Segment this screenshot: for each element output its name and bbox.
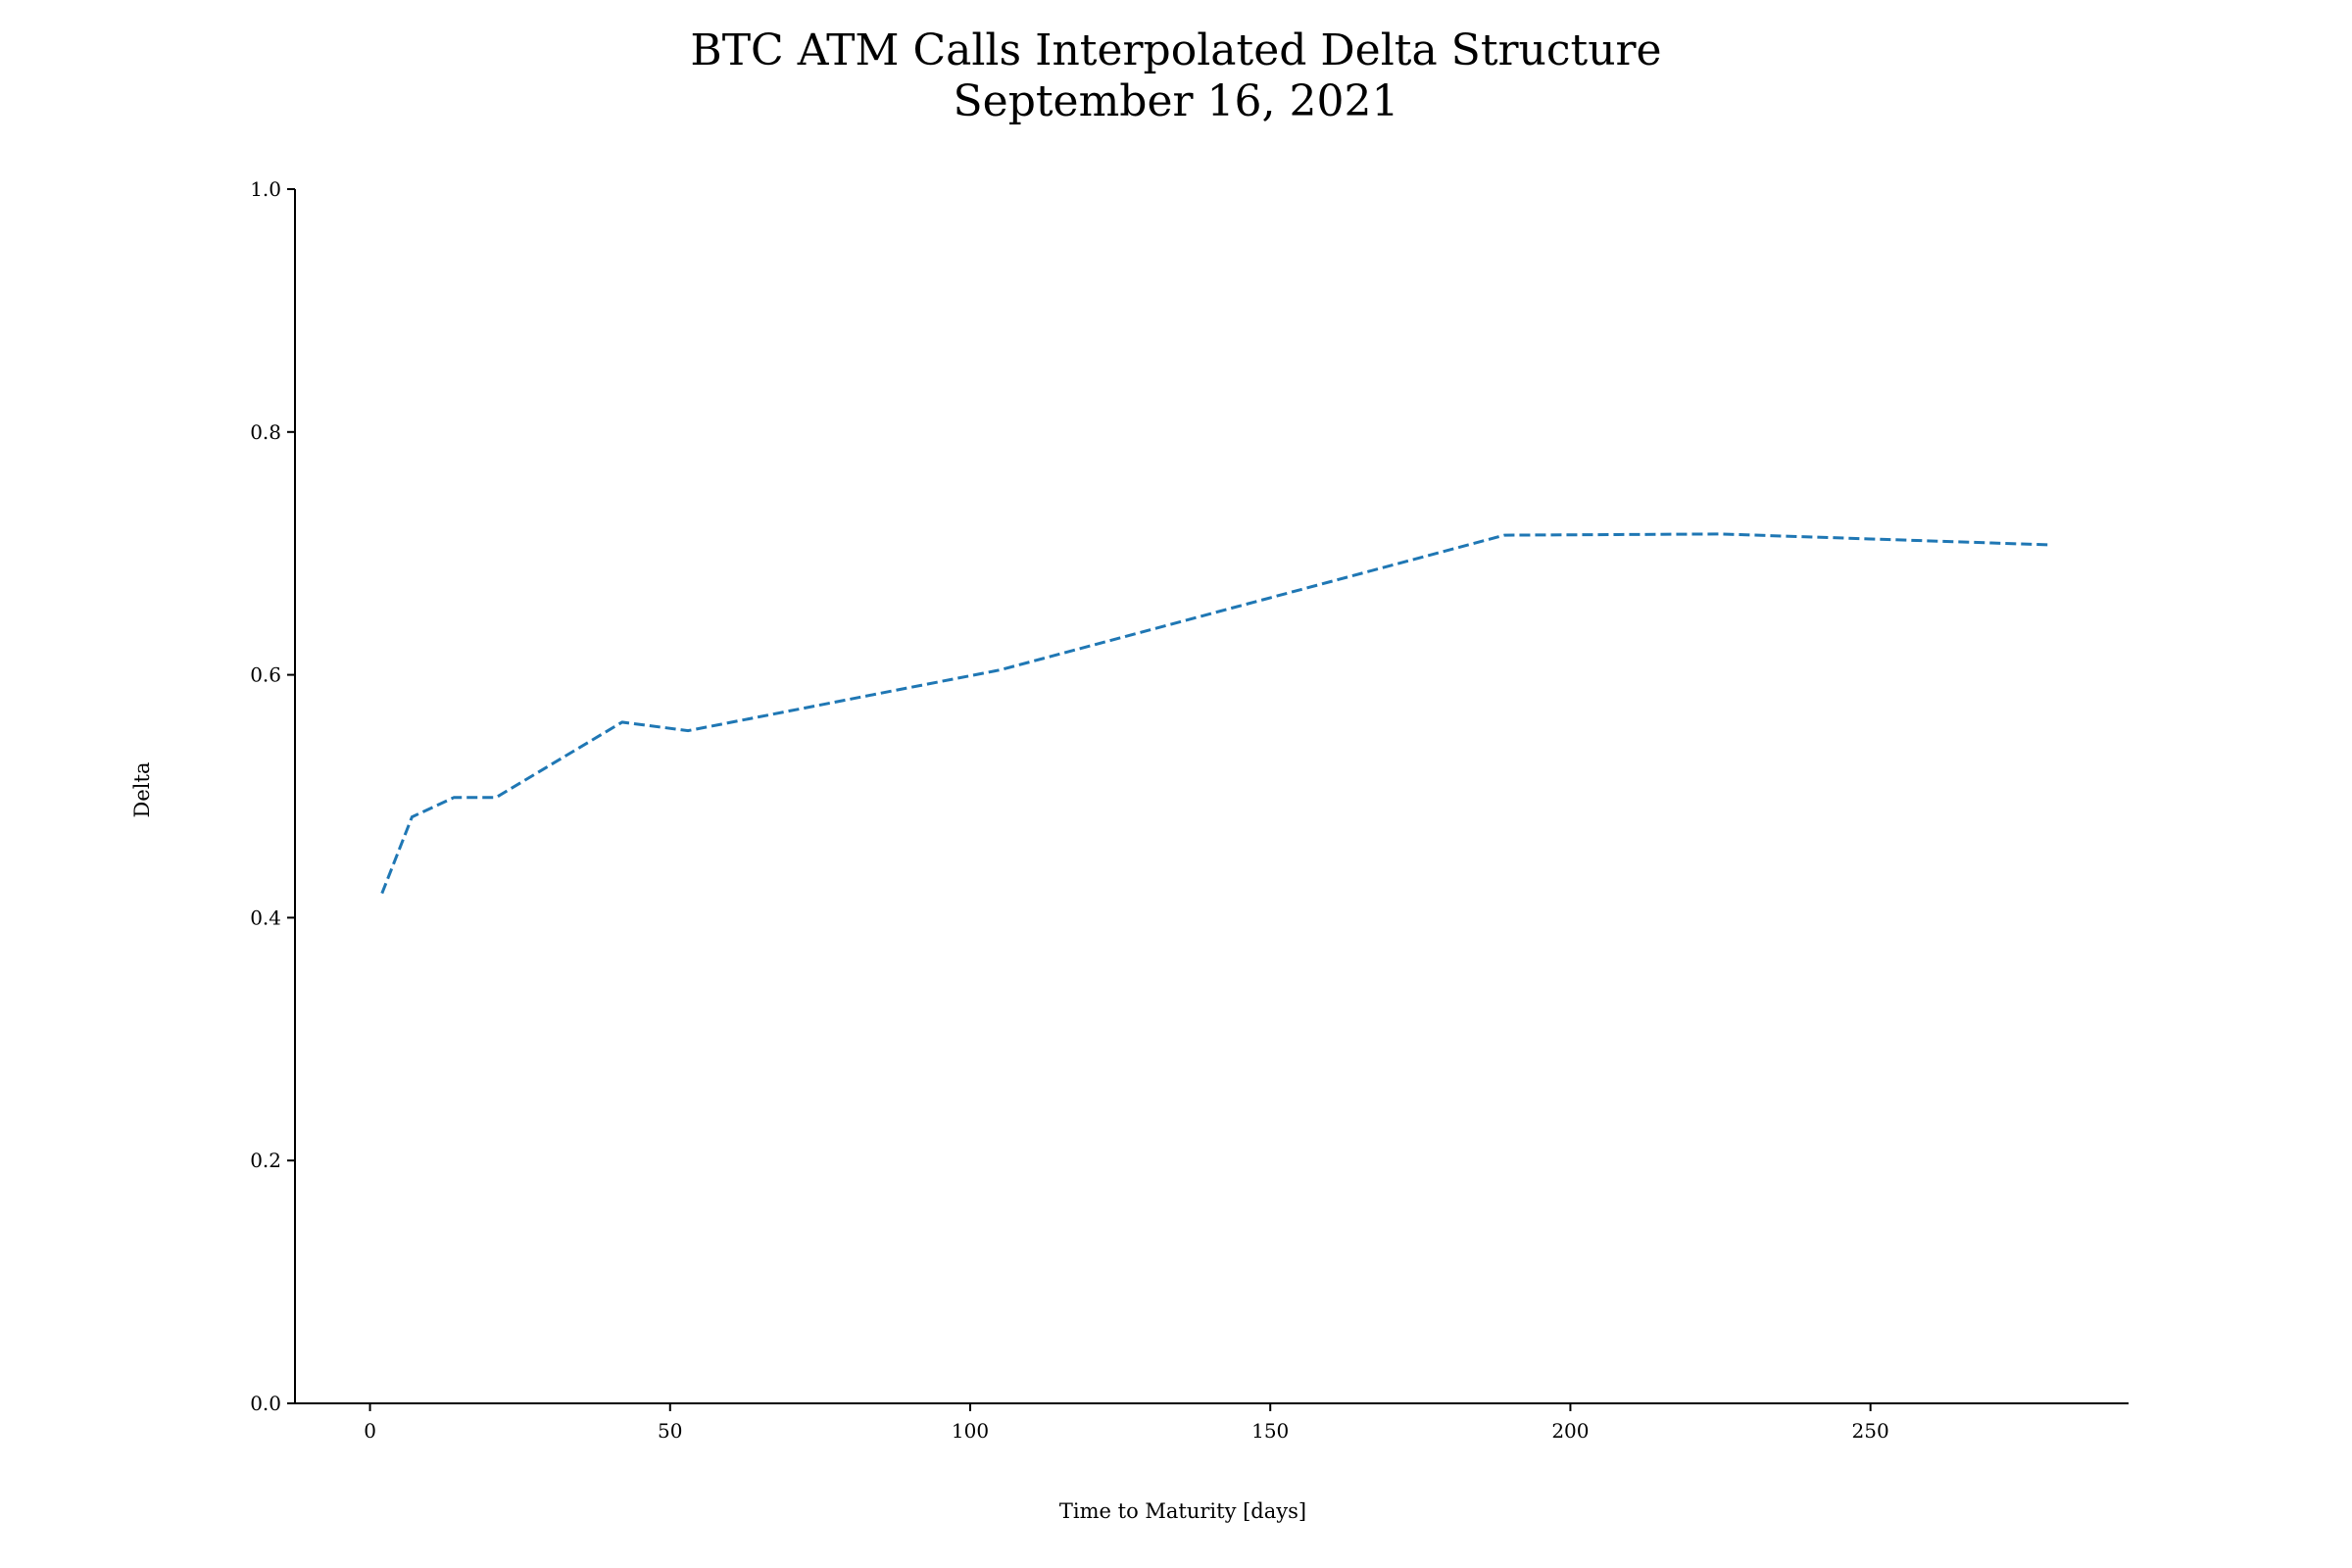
y-tick-label: 0.6 xyxy=(250,663,281,687)
series-line xyxy=(380,532,2051,895)
y-axis-label: Delta xyxy=(130,762,154,818)
y-tick-label: 0.0 xyxy=(250,1392,281,1415)
x-tick-label: 150 xyxy=(1251,1419,1289,1443)
x-axis-label: Time to Maturity [days] xyxy=(1059,1499,1306,1523)
y-tick-label: 0.2 xyxy=(250,1149,281,1172)
chart-title: BTC ATM Calls Interpolated Delta Structu… xyxy=(690,25,1661,75)
y-tick-label: 0.4 xyxy=(250,906,281,929)
y-tick-label: 0.8 xyxy=(250,420,281,444)
ticks: 0 50 100 150 200 250 0.0 0.2 0.4 0.6 0.8 1.0 xyxy=(250,177,1889,1443)
y-tick-label: 1.0 xyxy=(250,177,281,201)
x-tick-label: 100 xyxy=(952,1419,989,1443)
x-tick-label: 50 xyxy=(658,1419,682,1443)
x-tick-label: 250 xyxy=(1852,1419,1889,1443)
axes xyxy=(294,189,2129,1404)
x-tick-label: 0 xyxy=(364,1419,376,1443)
series-lines xyxy=(380,532,2051,895)
chart-subtitle: September 16, 2021 xyxy=(954,76,1399,126)
x-tick-label: 200 xyxy=(1551,1419,1589,1443)
